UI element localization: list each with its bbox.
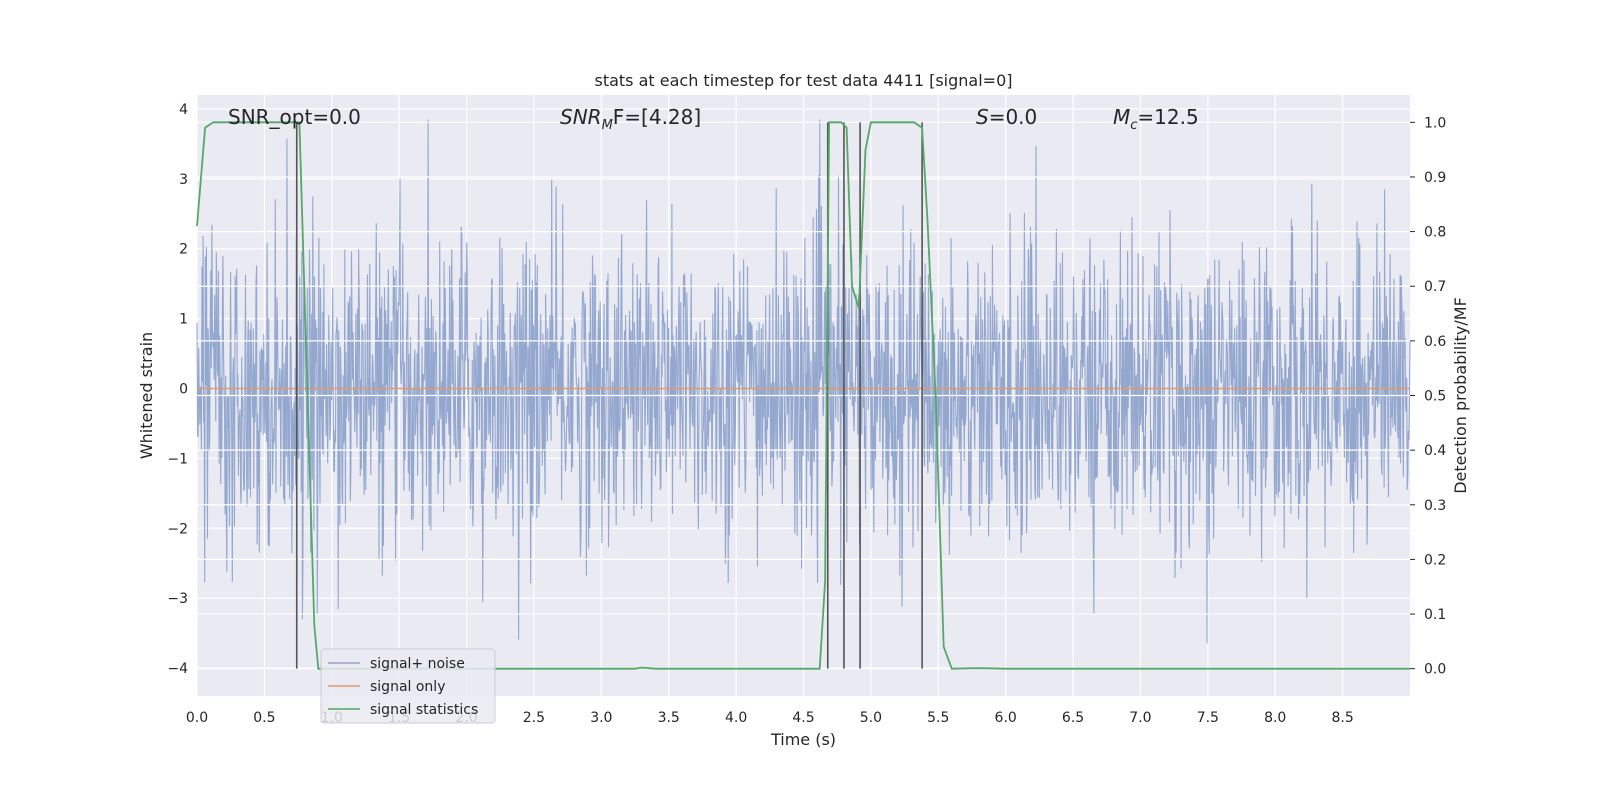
right-tick-label: 0.1 — [1424, 607, 1446, 623]
right-tick-label: 0.4 — [1424, 443, 1446, 459]
y-tick-label: 2 — [179, 242, 188, 258]
snr-opt-annotation: SNR_opt=0.0 — [228, 105, 361, 129]
y-tick-label: 1 — [179, 312, 188, 328]
legend-label-signal-noise: signal+ noise — [370, 656, 465, 672]
x-tick-label: 6.0 — [995, 710, 1017, 726]
y-tick-label: −3 — [167, 591, 188, 607]
y-axis-label: Whitened strain — [137, 332, 156, 459]
snr-mf-annotation: SNRMF=[4.28] — [560, 105, 701, 133]
x-tick-label: 8.5 — [1331, 710, 1353, 726]
legend-box — [320, 648, 496, 724]
right-tick-label: 1.0 — [1424, 115, 1446, 131]
x-tick-label: 4.5 — [792, 710, 814, 726]
right-tick-label: 0.2 — [1424, 552, 1446, 568]
right-tick-label: 0.9 — [1424, 170, 1446, 186]
x-tick-label: 3.0 — [590, 710, 612, 726]
legend: signal+ noise signal only signal statist… — [320, 648, 496, 724]
vertical-markers — [295, 122, 923, 669]
snr-mf-main: SNR — [560, 105, 602, 129]
right-y-axis-ticks: 1.0 0.9 0.8 0.7 0.6 0.5 0.4 0.3 0.2 0.1 0.0 — [1410, 115, 1446, 678]
right-tick-label: 0.5 — [1424, 389, 1446, 405]
x-tick-label: 0.0 — [186, 710, 208, 726]
y-axis-ticks: 4 3 2 1 0 −1 −2 −3 −4 — [167, 102, 188, 677]
x-tick-label: 6.5 — [1062, 710, 1084, 726]
x-tick-label: 4.0 — [725, 710, 747, 726]
right-tick-label: 0.6 — [1424, 334, 1446, 350]
legend-label-signal-only: signal only — [370, 679, 445, 695]
y-tick-label: 4 — [179, 102, 188, 118]
x-tick-label: 5.5 — [927, 710, 949, 726]
right-tick-label: 0.7 — [1424, 279, 1446, 295]
s-annotation: S=0.0 — [976, 105, 1037, 129]
right-tick-label: 0.3 — [1424, 498, 1446, 514]
mc-main: M — [1113, 105, 1130, 129]
mc-rest: =12.5 — [1137, 105, 1198, 129]
x-tick-label: 3.5 — [658, 710, 680, 726]
s-rest: =0.0 — [989, 105, 1038, 129]
y-tick-label: −1 — [167, 451, 188, 467]
x-axis-label: Time (s) — [770, 730, 836, 749]
snr-mf-rest: F=[4.28] — [613, 105, 701, 129]
x-tick-label: 8.0 — [1264, 710, 1286, 726]
x-tick-label: 0.5 — [253, 710, 275, 726]
x-tick-label: 2.5 — [523, 710, 545, 726]
right-tick-label: 0.8 — [1424, 225, 1446, 241]
y-tick-label: −2 — [167, 521, 188, 537]
y-tick-label: 0 — [179, 382, 188, 398]
y-tick-label: 3 — [179, 172, 188, 188]
legend-label-signal-statistics: signal statistics — [370, 702, 478, 718]
x-tick-label: 7.5 — [1197, 710, 1219, 726]
right-tick-label: 0.0 — [1424, 662, 1446, 678]
right-y-axis-label: Detection probability/MF — [1451, 297, 1470, 494]
mc-sub: c — [1130, 118, 1137, 133]
chart-title: stats at each timestep for test data 441… — [594, 71, 1012, 90]
y-tick-label: −4 — [167, 661, 188, 677]
mc-annotation: Mc=12.5 — [1113, 105, 1199, 133]
x-tick-label: 5.0 — [860, 710, 882, 726]
s-main: S — [976, 105, 989, 129]
x-tick-label: 7.0 — [1129, 710, 1151, 726]
snr-mf-sub: M — [602, 118, 613, 133]
signal-statistics-line — [196, 121, 1410, 670]
